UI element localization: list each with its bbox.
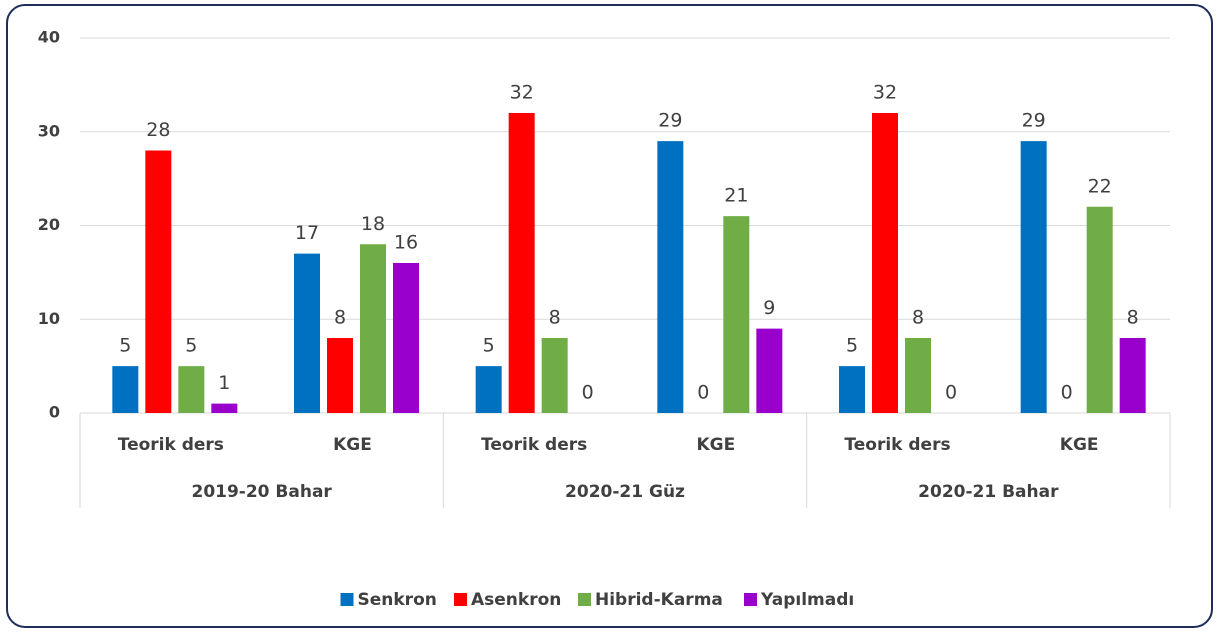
bar	[475, 366, 502, 413]
data-label: 0	[945, 382, 957, 404]
bar	[178, 366, 205, 413]
x-tick-label: KGE	[696, 435, 735, 455]
data-label: 32	[873, 82, 897, 104]
data-label: 1	[218, 372, 230, 394]
legend-swatch	[340, 593, 354, 606]
data-label: 5	[185, 335, 197, 357]
legend-swatch	[454, 593, 467, 606]
data-label: 18	[361, 213, 385, 235]
x-tick-label: KGE	[333, 435, 372, 455]
data-label: 5	[846, 335, 858, 357]
y-tick-label: 0	[49, 403, 60, 422]
y-tick-label: 10	[38, 309, 60, 328]
data-label: 21	[724, 185, 748, 207]
data-label: 0	[697, 382, 709, 404]
data-label: 8	[334, 307, 346, 329]
data-label: 8	[912, 307, 924, 329]
data-label: 0	[1061, 382, 1073, 404]
bar	[294, 253, 320, 413]
bar	[508, 113, 535, 413]
y-tick-label: 30	[38, 121, 60, 140]
bar	[756, 328, 783, 413]
legend-swatch	[744, 593, 757, 606]
group-label: 2020-21 Güz	[565, 482, 685, 502]
legend-label: Hibrid-Karma	[595, 590, 723, 610]
bar	[211, 403, 238, 413]
y-tick-label: 20	[38, 215, 60, 234]
x-tick-label: Teorik ders	[844, 435, 950, 455]
data-label: 17	[295, 222, 319, 244]
data-label: 29	[658, 110, 682, 132]
data-label: 9	[763, 297, 775, 319]
bar	[723, 216, 750, 413]
group-label: 2020-21 Bahar	[918, 482, 1059, 502]
y-tick-label: 40	[38, 28, 60, 47]
data-label: 29	[1022, 110, 1046, 132]
data-label: 28	[146, 119, 170, 141]
bar	[657, 141, 684, 413]
data-label: 16	[394, 232, 418, 254]
bar	[145, 150, 172, 413]
x-tick-label: Teorik ders	[481, 435, 587, 455]
chart-frame	[6, 4, 1213, 628]
data-label: 32	[510, 82, 534, 104]
data-label: 8	[549, 307, 561, 329]
bar	[360, 244, 386, 413]
data-label: 5	[483, 335, 495, 357]
legend-label: Senkron	[358, 590, 437, 610]
data-label: 8	[1127, 307, 1139, 329]
group-label: 2019-20 Bahar	[191, 482, 332, 502]
bar	[905, 338, 931, 413]
bar	[839, 366, 865, 413]
bar	[1086, 206, 1113, 413]
x-tick-label: KGE	[1060, 435, 1099, 455]
data-label: 5	[119, 335, 131, 357]
bar	[112, 366, 139, 413]
legend-label: Asenkron	[471, 590, 561, 610]
data-label: 0	[582, 382, 594, 404]
bar	[327, 338, 353, 413]
data-label: 22	[1088, 175, 1112, 197]
bar	[872, 113, 898, 413]
bar	[1119, 338, 1146, 413]
bar	[1020, 141, 1047, 413]
x-tick-label: Teorik ders	[118, 435, 224, 455]
bar	[393, 263, 419, 413]
legend-label: Yapılmadı	[760, 590, 854, 610]
legend-swatch	[578, 593, 591, 606]
bar	[541, 338, 568, 413]
